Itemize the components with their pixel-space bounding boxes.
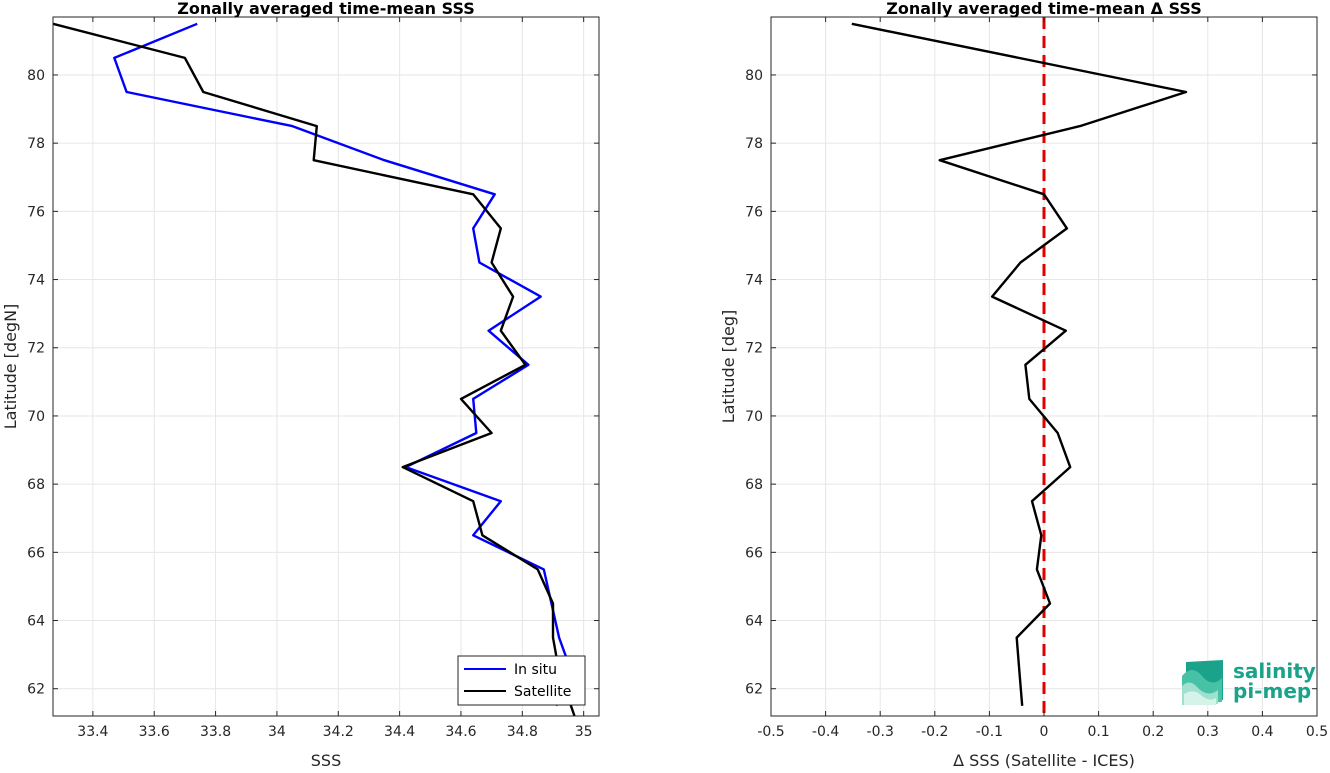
y-tick-label: 76 (745, 204, 763, 220)
left-panel: 33.4 33.6 33.8 34 34.2 34.4 34.6 34.8 35 62 64 66 68… (1, 0, 600, 770)
x-tick-label: 0.3 (1197, 724, 1219, 740)
y-tick-label: 70 (745, 409, 763, 425)
x-tick-label: 0.2 (1142, 724, 1164, 740)
x-tick-label: 34 (268, 724, 286, 740)
legend: In situ Satellite (457, 655, 586, 706)
y-tick-label: 66 (745, 545, 763, 561)
y-tick-label: 74 (27, 273, 45, 289)
x-tick-label: 0.5 (1306, 724, 1328, 740)
x-tick-label: 0.1 (1087, 724, 1109, 740)
y-tick-label: 70 (27, 409, 45, 425)
left-plot-area (53, 17, 599, 716)
x-tick-label: 33.6 (139, 724, 170, 740)
y-tick-label: 72 (27, 341, 45, 357)
y-tick-label: 62 (745, 682, 763, 698)
x-tick-label: 33.4 (77, 724, 108, 740)
x-tick-label: -0.2 (921, 724, 948, 740)
y-tick-label: 68 (745, 477, 763, 493)
x-tick-label: -0.4 (812, 724, 839, 740)
y-tick-label: 78 (27, 136, 45, 152)
series-line-satellite (52, 22, 576, 717)
left-chart-title: Zonally averaged time-mean SSS (177, 0, 475, 18)
x-tick-label: -0.3 (867, 724, 894, 740)
series-line-in-situ (113, 22, 573, 707)
right-ticks: -0.5 -0.4 -0.3 -0.2 -0.1 0 0.1 0.2 0.3 0.4 0.5 62 64… (745, 17, 1328, 740)
x-tick-label: 34.6 (445, 724, 476, 740)
salinity-pi-mep-logo: salinity pi-mep (1182, 659, 1316, 705)
right-series-layer (851, 22, 1188, 706)
left-ticks: 33.4 33.6 33.8 34 34.2 34.4 34.6 34.8 35 62 64 66 68… (27, 17, 599, 740)
x-tick-label: 34.4 (384, 724, 415, 740)
x-tick-label: 0 (1040, 724, 1049, 740)
y-tick-label: 80 (27, 68, 45, 84)
y-tick-label: 68 (27, 477, 45, 493)
right-x-axis-label: Δ SSS (Satellite - ICES) (953, 751, 1135, 769)
y-tick-label: 64 (27, 614, 45, 630)
x-tick-label: 0.4 (1251, 724, 1273, 740)
y-tick-label: 72 (745, 341, 763, 357)
right-y-axis-label: Latitude [deg] (719, 310, 738, 424)
y-tick-label: 78 (745, 136, 763, 152)
left-x-axis-label: SSS (311, 751, 341, 769)
legend-label-satellite: Satellite (514, 684, 571, 700)
x-tick-label: 34.2 (323, 724, 354, 740)
left-series-layer (52, 22, 576, 717)
y-tick-label: 80 (745, 68, 763, 84)
left-grid (53, 17, 599, 716)
x-tick-label: 34.8 (507, 724, 538, 740)
legend-label-in-situ: In situ (514, 662, 557, 678)
y-tick-label: 76 (27, 204, 45, 220)
y-tick-label: 66 (27, 545, 45, 561)
x-tick-label: -0.1 (976, 724, 1003, 740)
logo-text-line1: salinity (1233, 659, 1316, 683)
left-axes-frame (52, 16, 600, 717)
logo-text-line2: pi-mep (1233, 679, 1311, 703)
x-tick-label: -0.5 (757, 724, 784, 740)
y-tick-label: 74 (745, 273, 763, 289)
x-tick-label: 33.8 (200, 724, 231, 740)
series-line-0 (851, 22, 1188, 706)
left-y-axis-label: Latitude [degN] (1, 304, 20, 430)
y-tick-label: 64 (745, 614, 763, 630)
right-chart-title: Zonally averaged time-mean Δ SSS (886, 0, 1202, 18)
right-panel: -0.5 -0.4 -0.3 -0.2 -0.1 0 0.1 0.2 0.3 0.4 0.5 62 64… (719, 0, 1328, 770)
x-tick-label: 35 (575, 724, 593, 740)
legend-box (457, 655, 586, 706)
y-tick-label: 62 (27, 682, 45, 698)
wave-logo-icon (1182, 660, 1223, 705)
